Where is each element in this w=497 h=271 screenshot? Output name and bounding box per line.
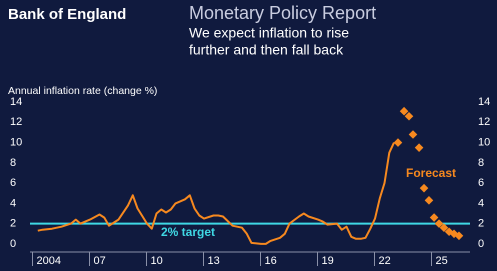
y-tick-label: 6 xyxy=(10,177,16,189)
x-tick-label: 10 xyxy=(151,255,163,267)
brand: Bank of England xyxy=(8,6,126,23)
y-tick-label-right: 4 xyxy=(478,197,484,209)
y-tick-label-right: 10 xyxy=(478,137,490,149)
y-tick-label-right: 14 xyxy=(478,96,490,108)
forecast-marker xyxy=(399,106,409,116)
x-tick-label: 07 xyxy=(94,255,106,267)
y-axis-label: Annual inflation rate (change %) xyxy=(8,85,157,97)
forecast-marker xyxy=(419,183,429,193)
forecast-marker xyxy=(434,219,444,228)
x-tick-label: 22 xyxy=(379,255,391,267)
forecast-marker xyxy=(404,111,414,121)
target-label: 2% target xyxy=(161,225,215,239)
y-tick-label-right: 6 xyxy=(478,177,484,189)
y-tick-label: 12 xyxy=(10,116,22,128)
forecast-label: Forecast xyxy=(406,166,456,180)
y-tick-label-right: 0 xyxy=(478,238,484,250)
forecast-marker xyxy=(429,213,439,222)
x-tick-label: 2004 xyxy=(37,255,61,267)
report-title: Monetary Policy Report xyxy=(189,3,376,23)
inflation-line xyxy=(37,142,395,245)
forecast-marker xyxy=(408,130,418,139)
forecast-marker xyxy=(393,138,403,147)
y-tick-label: 8 xyxy=(10,157,16,169)
y-tick-label-right: 2 xyxy=(478,218,484,230)
forecast-marker xyxy=(424,196,434,205)
x-tick-label: 19 xyxy=(322,255,334,267)
x-tick-label: 13 xyxy=(208,255,220,267)
forecast-marker xyxy=(414,143,424,152)
forecast-marker xyxy=(439,223,449,232)
y-tick-label: 10 xyxy=(10,137,22,149)
x-tick-label: 25 xyxy=(436,255,448,267)
subtitle: We expect inflation to rise xyxy=(189,25,349,41)
x-tick-label: 16 xyxy=(265,255,277,267)
y-tick-label: 2 xyxy=(10,218,16,230)
y-tick-label: 4 xyxy=(10,197,16,209)
forecast-marker xyxy=(454,231,464,241)
y-tick-label: 0 xyxy=(10,238,16,250)
subtitle: further and then fall back xyxy=(189,42,344,58)
y-tick-label-right: 12 xyxy=(478,116,490,128)
y-tick-label: 14 xyxy=(10,96,22,108)
y-tick-label-right: 8 xyxy=(478,157,484,169)
